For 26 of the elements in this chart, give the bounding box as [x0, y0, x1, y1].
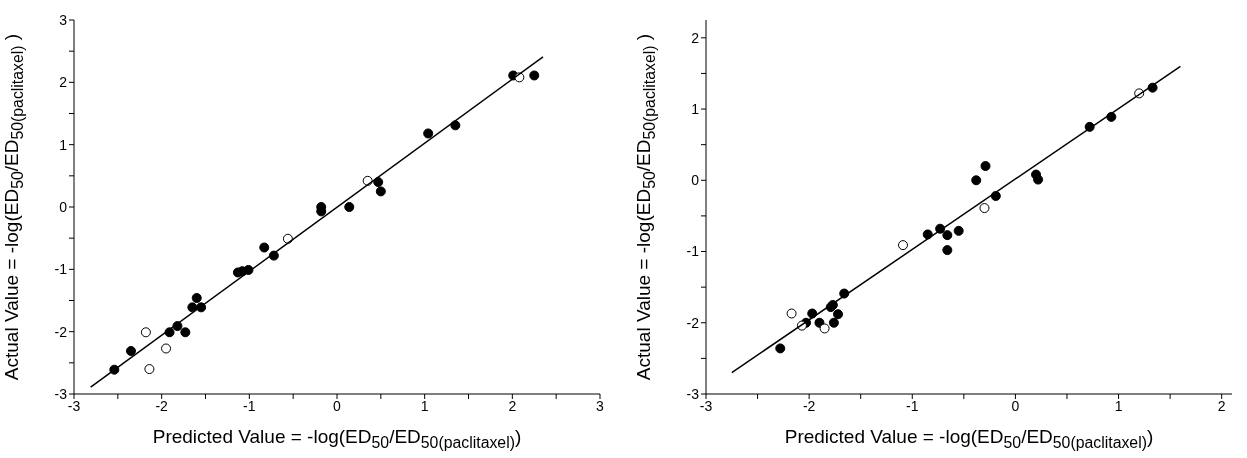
y-tick-label: 1 — [59, 136, 68, 153]
x-axis-title: Predicted Value = -log(ED$_{50}$/ED$_{50(paclitaxel)}$) — [783, 426, 1155, 452]
y-tick-label: -1 — [54, 261, 68, 278]
y-tick-label: 0 — [691, 172, 700, 189]
x-tick-label: -1 — [906, 397, 919, 414]
x-tick-label: -1 — [243, 397, 256, 414]
x-tick-label: 0 — [333, 397, 342, 414]
x-tick-label: 2 — [1217, 397, 1226, 414]
x-axis-title: Predicted Value = -log(ED$_{50}$/ED$_{50(paclitaxel)}$) — [151, 426, 523, 452]
y-tick-label: -3 — [686, 385, 700, 402]
y-tick-label: 2 — [59, 74, 68, 91]
y-tick-label: -2 — [54, 323, 68, 340]
x-tick-label: -2 — [155, 397, 169, 414]
x-tick-label: 0 — [1011, 397, 1020, 414]
x-tick-label: 1 — [1114, 397, 1123, 414]
y-tick-label: -2 — [686, 314, 700, 331]
y-tick-label: 2 — [691, 29, 700, 46]
y-tick-label: 0 — [59, 198, 68, 215]
x-tick-label: 1 — [420, 397, 429, 414]
y-tick-label: -1 — [686, 243, 700, 260]
x-tick-label: 2 — [508, 397, 517, 414]
x-tick-label: 3 — [596, 397, 605, 414]
y-tick-label: 1 — [691, 101, 700, 118]
x-tick-label: -2 — [802, 397, 816, 414]
y-tick-label: 3 — [59, 11, 68, 28]
y-tick-label: -3 — [54, 385, 68, 402]
